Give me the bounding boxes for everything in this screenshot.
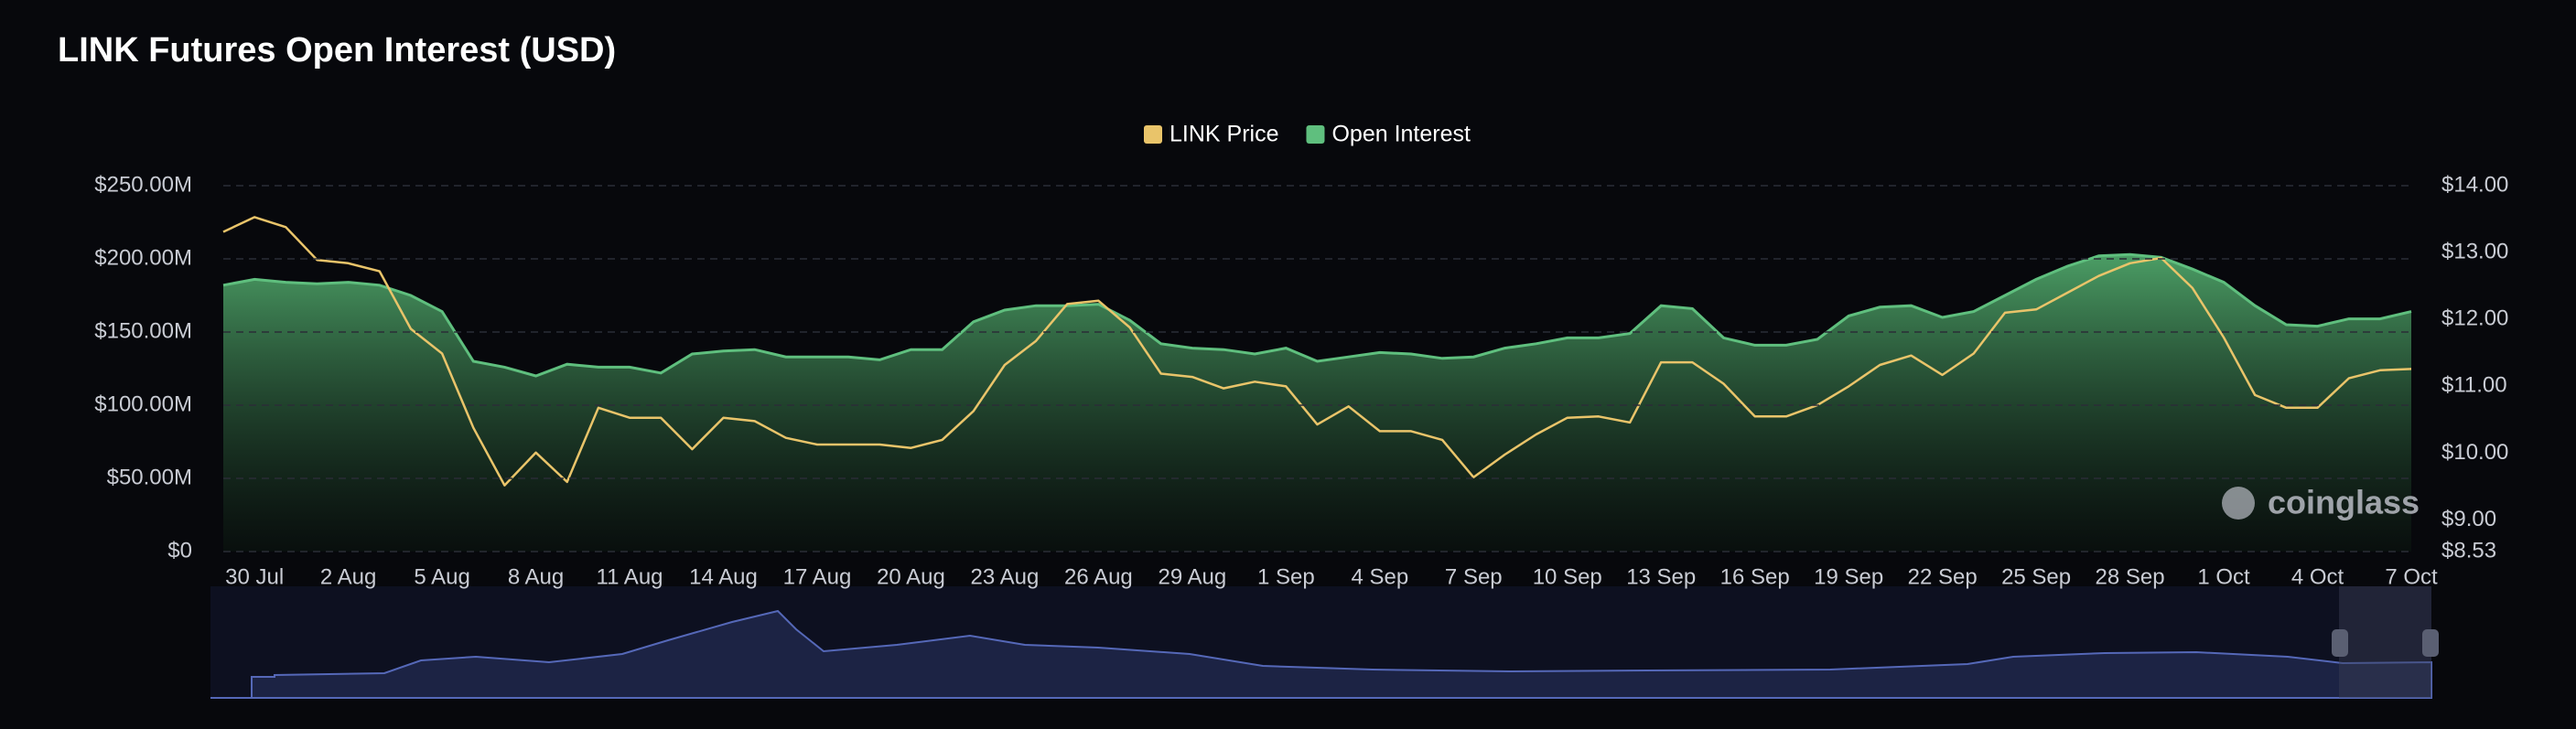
y-tick-label: $50.00M: [107, 465, 192, 489]
navigator-area: [210, 609, 2432, 699]
x-tick-label: 8 Aug: [508, 564, 564, 589]
x-tick-label: 1 Oct: [2197, 564, 2250, 589]
x-tick-label: 10 Sep: [1533, 564, 1602, 589]
navigator-handle[interactable]: [2332, 629, 2348, 657]
navigator: [210, 586, 2439, 699]
navigator-window[interactable]: [2339, 586, 2431, 698]
chart-title: LINK Futures Open Interest (USD): [58, 31, 616, 70]
watermark-logo: [2222, 487, 2255, 520]
y2-tick-label: $10.00: [2441, 440, 2508, 465]
y-tick-label: $150.00M: [94, 318, 192, 343]
y-tick-label: $250.00M: [94, 172, 192, 197]
x-tick-label: 5 Aug: [414, 564, 469, 589]
y2-tick-label: $8.53: [2441, 538, 2496, 563]
navigator-handle[interactable]: [2422, 629, 2439, 657]
y2-tick-label: $9.00: [2441, 507, 2496, 531]
x-tick-label: 11 Aug: [597, 564, 663, 589]
x-tick-label: 13 Sep: [1626, 564, 1696, 589]
x-tick-label: 7 Sep: [1445, 564, 1503, 589]
x-tick-label: 14 Aug: [689, 564, 758, 589]
x-tick-label: 2 Aug: [320, 564, 376, 589]
x-tick-label: 17 Aug: [783, 564, 852, 589]
x-tick-label: 20 Aug: [877, 564, 945, 589]
y2-tick-label: $11.00: [2441, 373, 2507, 398]
y-tick-label: $100.00M: [94, 391, 192, 416]
price-line: [222, 216, 2412, 487]
y-tick-label: $0: [167, 538, 192, 563]
x-tick-label: 19 Sep: [1814, 564, 1883, 589]
x-tick-label: 7 Oct: [2385, 564, 2438, 589]
x-tick-label: 16 Sep: [1720, 564, 1790, 589]
legend-swatch: [1144, 125, 1162, 144]
y2-tick-label: $14.00: [2441, 172, 2508, 197]
x-tick-label: 26 Aug: [1064, 564, 1133, 589]
legend-label: LINK Price: [1169, 122, 1278, 147]
x-tick-label: 29 Aug: [1158, 564, 1226, 589]
x-tick-label: 4 Sep: [1351, 564, 1408, 589]
y2-tick-label: $13.00: [2441, 239, 2508, 263]
area: [223, 254, 2411, 552]
area-line: [222, 252, 2412, 378]
y2-tick-label: $12.00: [2441, 306, 2508, 331]
x-tick-label: 1 Sep: [1257, 564, 1315, 589]
legend-swatch: [1306, 125, 1325, 144]
x-tick-label: 4 Oct: [2291, 564, 2344, 589]
x-tick-label: 25 Sep: [2001, 564, 2071, 589]
legend-label: Open Interest: [1331, 122, 1471, 147]
y-tick-label: $200.00M: [94, 245, 192, 270]
x-tick-label: 22 Sep: [1908, 564, 1978, 589]
x-tick-label: 23 Aug: [971, 564, 1040, 589]
watermark: coinglass: [2268, 484, 2420, 521]
x-tick-label: 28 Sep: [2096, 564, 2165, 589]
x-tick-label: 30 Jul: [225, 564, 284, 589]
